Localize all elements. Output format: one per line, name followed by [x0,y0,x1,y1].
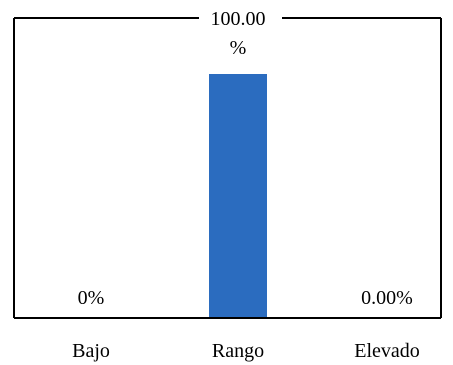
bar-group [209,74,267,317]
category-label-bajo: Bajo [72,340,110,362]
data-label-bajo: 0% [78,287,105,309]
chart-frame [13,17,442,319]
bar-rango [209,74,267,317]
category-label-rango: Rango [212,340,264,362]
category-label-elevado: Elevado [354,340,420,362]
data-label-rango: 100.00% [211,8,266,59]
category-label-group: Bajo Rango Elevado [72,340,420,362]
data-label-group: 0% 100.00 % 0.00% [78,8,413,309]
data-label-elevado: 0.00% [361,287,413,309]
